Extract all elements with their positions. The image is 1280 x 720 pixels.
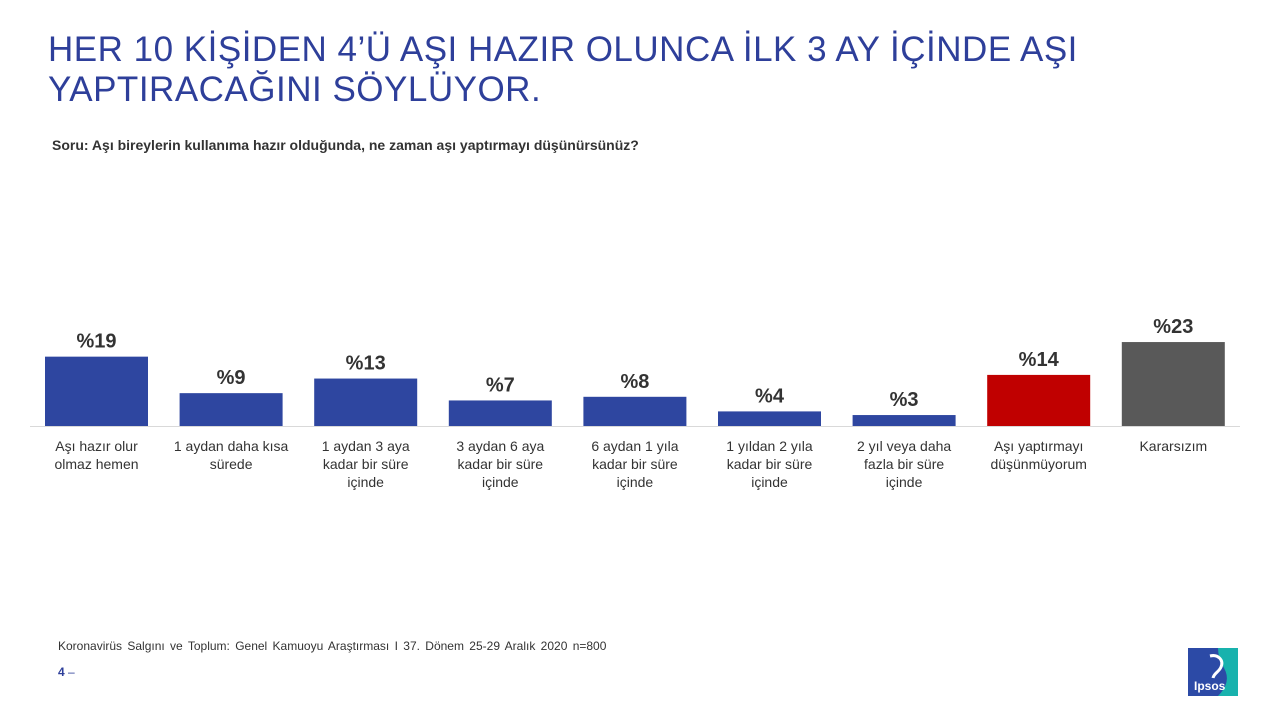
category-label-line: 6 aydan 1 yıla [591,438,678,454]
category-label-3: 1 aydan 3 aya kadar bir süre içinde [322,438,410,490]
category-label-line: fazla bir süre [864,456,944,472]
category-label-line: 1 aydan 3 aya [322,438,410,454]
category-label-7: 2 yıl veya daha fazla bir süre içinde [857,438,951,490]
bar-9 [1121,342,1225,426]
slide-title-line-1: HER 10 KİŞİDEN 4’Ü AŞI HAZIR OLUNCA İLK … [48,30,1078,69]
source-note: Koronavirüs Salgını ve Toplum: Genel Kam… [58,639,607,653]
category-label-line: içinde [617,474,654,490]
category-label-line: 3 aydan 6 aya [456,438,544,454]
category-label-line: içinde [751,474,788,490]
ipsos-logo-swirl [1209,654,1224,679]
slide-title: HER 10 KİŞİDEN 4’Ü AŞI HAZIR OLUNCA İLK … [48,30,1248,110]
category-label-line: kadar bir süre [592,456,678,472]
bar-6 [718,411,821,426]
category-label-line: 1 yıldan 2 yıla [726,438,813,454]
bar-5 [583,396,687,426]
category-label-line: içinde [482,474,519,490]
category-label-5: 6 aydan 1 yıla kadar bir süre içinde [591,438,678,490]
category-label-9: Kararsızım [1139,438,1207,454]
bar-7 [852,415,956,426]
ipsos-logo-accent [1218,648,1238,696]
bar-value-label-4: %7 [486,374,515,396]
ipsos-logo-text: Ipsos [1194,679,1226,693]
category-label-2: 1 aydan daha kısa sürede [174,438,289,472]
bar-4 [448,400,552,426]
category-label-line: kadar bir süre [323,456,409,472]
bar-value-label-2: %9 [217,367,246,389]
bar-value-label-9: %23 [1153,316,1193,338]
bar-value-label-3: %13 [346,353,386,375]
ipsos-logo: Ipsos [1188,648,1238,696]
page-number-value: 4 [58,665,65,679]
bar-3 [314,378,418,426]
bar-8 [987,374,1091,426]
survey-question: Soru: Aşı bireylerin kullanıma hazır old… [52,137,639,153]
page-number-dash: – [68,665,75,679]
category-label-line: 2 yıl veya daha [857,438,951,454]
category-label-4: 3 aydan 6 aya kadar bir süre içinde [456,438,544,490]
category-label-line: Kararsızım [1139,438,1207,454]
bar-chart: %19 Aşı hazır olur olmaz hemen %9 1 aydan da… [30,316,1240,490]
category-label-line: içinde [347,474,384,490]
category-label-line: düşünmüyorum [990,456,1087,472]
category-label-line: 1 aydan daha kısa [174,438,289,454]
category-label-line: kadar bir süre [727,456,813,472]
category-label-line: sürede [210,456,253,472]
category-label-8: Aşı yaptırmayı düşünmüyorum [990,438,1087,472]
category-label-line: kadar bir süre [458,456,544,472]
bar-value-label-1: %19 [76,331,116,353]
category-label-6: 1 yıldan 2 yıla kadar bir süre içinde [726,438,813,490]
category-label-line: Aşı hazır olur [55,438,138,454]
bar-value-label-7: %3 [890,389,919,411]
bar-1 [45,356,148,426]
category-label-line: olmaz hemen [54,456,138,472]
category-label-1: Aşı hazır olur olmaz hemen [54,438,138,472]
category-label-line: Aşı yaptırmayı [994,438,1083,454]
category-label-line: içinde [886,474,923,490]
page-number: 4 – [58,665,75,679]
slide-title-line-2: YAPTIRACAĞINI SÖYLÜYOR. [48,70,542,109]
bar-2 [179,393,283,426]
bar-value-label-5: %8 [620,371,649,393]
bar-value-label-6: %4 [755,385,785,407]
bar-value-label-8: %14 [1019,349,1060,371]
